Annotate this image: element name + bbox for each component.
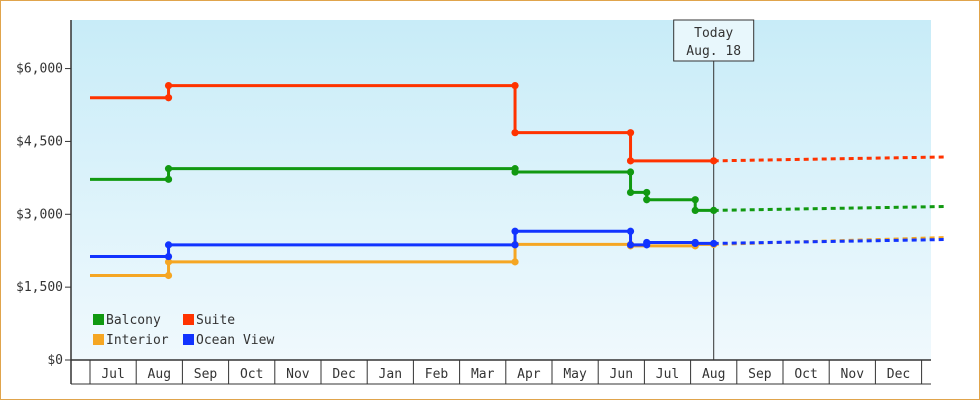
data-point-balcony — [164, 175, 173, 183]
x-tick-label: Aug — [702, 367, 725, 382]
x-tick-label: May — [563, 367, 587, 382]
x-tick-label: Jun — [610, 367, 633, 382]
data-point-interior — [164, 271, 173, 280]
data-point-balcony — [643, 196, 651, 204]
x-tick-label: Jul — [656, 367, 679, 382]
legend-label-balcony: Balcony — [106, 313, 161, 328]
today-label: Today — [694, 26, 733, 41]
data-point-ocean-view — [511, 227, 519, 235]
y-tick-label: $4,500 — [16, 134, 63, 149]
series-projection-suite — [713, 155, 945, 163]
x-tick-label: Dec — [332, 367, 355, 382]
data-point-suite — [511, 81, 519, 90]
x-tick-label: Jul — [101, 367, 124, 382]
y-tick-label: $1,500 — [16, 280, 63, 295]
data-point-balcony — [691, 196, 699, 204]
today-date: Aug. 18 — [686, 44, 741, 59]
data-point-ocean-view — [164, 241, 173, 249]
data-point-interior — [511, 258, 519, 266]
y-tick-label: $3,000 — [16, 207, 63, 222]
y-tick-label: $0 — [47, 353, 63, 368]
x-tick-label: Nov — [286, 367, 310, 382]
data-point-suite — [626, 157, 635, 165]
data-point-interior — [164, 258, 173, 266]
data-point-balcony — [643, 188, 651, 197]
x-tick-label: Apr — [517, 367, 541, 382]
legend-label-ocean-view: Ocean View — [196, 333, 274, 348]
data-point-ocean-view — [710, 239, 718, 248]
axes: $0 $1,500 $3,000 $4,500 $6,000 Jul Aug Sep Oct No… — [16, 20, 931, 385]
data-point-balcony — [164, 165, 173, 173]
x-tick-label: Sep — [194, 367, 218, 382]
data-point-suite — [511, 129, 519, 137]
legend-swatch-ocean-view — [183, 334, 194, 345]
x-tick-label: Sep — [748, 367, 772, 382]
data-point-ocean-view — [643, 238, 651, 247]
legend-label-interior: Interior — [106, 333, 169, 348]
x-tick-label: Mar — [471, 367, 495, 382]
x-tick-label: Oct — [240, 367, 263, 382]
legend-swatch-suite — [183, 314, 194, 325]
x-tick-label: Aug — [148, 367, 171, 382]
legend: Balcony Suite Interior Ocean View — [93, 313, 274, 348]
x-tick-label: Feb — [425, 367, 449, 382]
data-point-suite — [164, 81, 173, 90]
data-point-ocean-view — [164, 252, 173, 261]
data-point-ocean-view — [626, 227, 635, 235]
series-lines — [90, 81, 945, 280]
legend-swatch-interior — [93, 334, 104, 345]
series-projection-balcony — [713, 205, 945, 212]
data-point-balcony — [626, 188, 635, 197]
data-point-suite — [710, 157, 718, 165]
data-point-suite — [164, 94, 173, 102]
legend-label-suite: Suite — [196, 313, 235, 328]
data-point-ocean-view — [511, 241, 519, 249]
data-point-suite — [626, 129, 635, 137]
x-tick-label: Nov — [841, 367, 865, 382]
series-projection-ocean-view — [713, 238, 945, 245]
today-marker: Today Aug. 18 — [673, 19, 755, 360]
data-point-balcony — [511, 168, 519, 176]
plot-background — [71, 20, 931, 360]
data-point-balcony — [626, 168, 635, 176]
data-point-ocean-view — [691, 239, 699, 248]
legend-swatch-balcony — [93, 314, 104, 325]
x-tick-label: Dec — [887, 367, 910, 382]
today-box — [673, 19, 755, 62]
data-point-ocean-view — [626, 241, 635, 249]
x-tick-label: Oct — [794, 367, 817, 382]
x-tick-label: Jan — [379, 367, 402, 382]
y-tick-label: $6,000 — [16, 62, 63, 77]
data-point-balcony — [710, 206, 718, 214]
data-point-balcony — [691, 206, 699, 214]
